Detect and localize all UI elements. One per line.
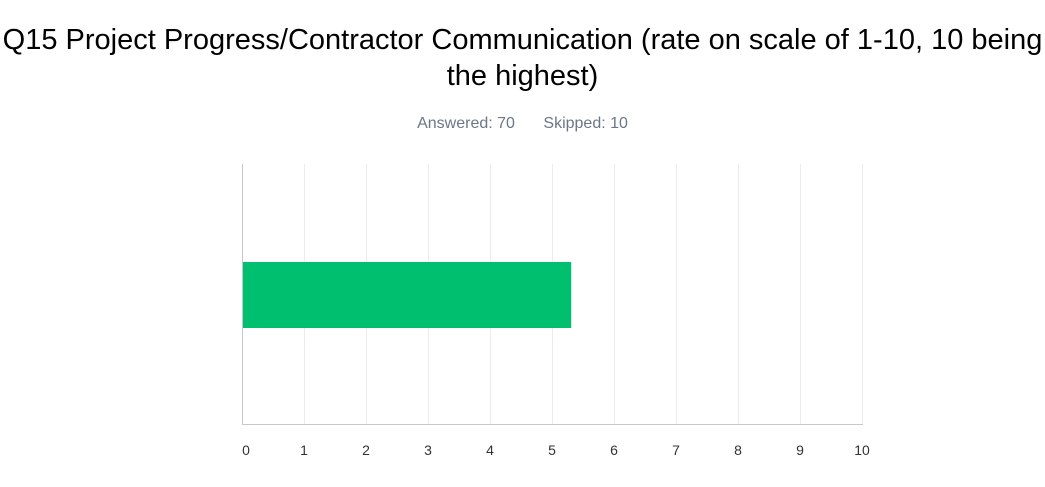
x-tick-label-3: 3 [424, 442, 432, 458]
x-tick-label-2: 2 [362, 442, 370, 458]
bars [242, 262, 572, 328]
skipped-count: Skipped: 10 [543, 115, 628, 132]
x-tick-label-8: 8 [734, 442, 742, 458]
x-tick-label-0: 0 [242, 442, 250, 458]
x-tick-label-9: 9 [796, 442, 804, 458]
x-tick-label-6: 6 [610, 442, 618, 458]
x-tick-label-5: 5 [548, 442, 556, 458]
axes [242, 164, 863, 425]
response-summary: Answered: 70 Skipped: 10 [0, 115, 1045, 133]
bar-0 [242, 262, 572, 328]
x-tick-label-7: 7 [672, 442, 680, 458]
chart-title: Q15 Project Progress/Contractor Communic… [2, 24, 1043, 92]
x-tick-label-1: 1 [300, 442, 308, 458]
x-tick-label-10: 10 [854, 442, 870, 458]
x-tick-label-4: 4 [486, 442, 494, 458]
x-axis-tick-labels: 0 1 2 3 4 5 6 7 8 9 10 [242, 442, 870, 458]
answered-count: Answered: 70 [417, 115, 515, 132]
